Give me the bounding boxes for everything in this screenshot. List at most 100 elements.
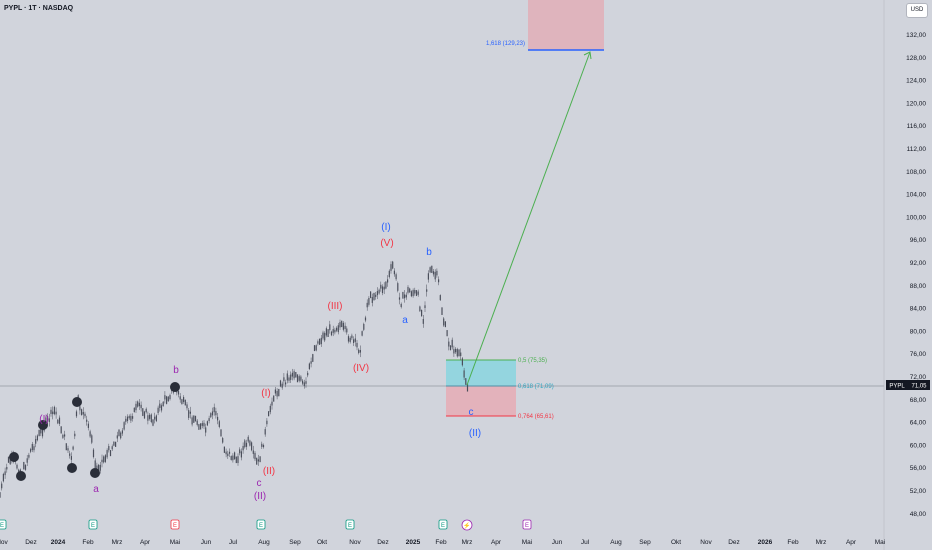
candle-body [211, 411, 214, 416]
candle-body [126, 416, 129, 422]
time-tick: Mrz [462, 539, 473, 546]
candle-body [128, 416, 130, 419]
price-tick: 124,00 [906, 78, 926, 85]
candle-body [206, 421, 208, 426]
candle-body [87, 423, 89, 428]
candle-body [60, 426, 62, 434]
candle-body [6, 466, 8, 470]
earnings-marker[interactable] [170, 519, 180, 530]
candle-body [225, 451, 227, 455]
time-tick: Dez [377, 539, 389, 546]
candle-body [417, 291, 419, 295]
price-tick: 116,00 [907, 123, 927, 130]
time-axis[interactable]: Nov Dez 2024 Feb Mrz Apr Mai Jun Jul Aug Sep Okt Nov… [0, 539, 885, 546]
event-markers[interactable]: E E E E E E E ⚡ [0, 519, 532, 531]
price-tag-value-bg [908, 380, 930, 390]
candle-body [434, 271, 436, 280]
time-tick: Aug [258, 539, 270, 546]
candle-body [125, 418, 127, 422]
candle-body [368, 297, 370, 305]
time-tick: Nov [349, 539, 361, 546]
fib-zone-teal [446, 360, 516, 386]
candle-body [261, 443, 263, 447]
time-tick: Jul [229, 539, 238, 546]
price-tick: 48,00 [910, 511, 927, 518]
candle-body [320, 337, 322, 345]
candle-body [239, 449, 241, 454]
candle-body [138, 402, 140, 407]
time-tick: Nov [0, 539, 9, 546]
candle-body [57, 419, 59, 424]
candle-body [98, 464, 100, 473]
candle-body [443, 318, 445, 326]
candle-body [295, 371, 297, 378]
candle-body [317, 341, 319, 344]
fib-label-0618: 0,618 (71,09) [518, 384, 554, 390]
currency-button[interactable]: USD [906, 3, 928, 18]
candle-body [376, 291, 378, 296]
earnings-marker[interactable] [256, 519, 266, 530]
time-tick: Feb [435, 539, 447, 546]
candle-body [33, 446, 35, 451]
candle-body [65, 443, 67, 451]
time-tick: Feb [787, 539, 799, 546]
candle-body [412, 290, 414, 297]
candle-body [405, 294, 407, 298]
candle-body [183, 397, 185, 402]
price-tick: 72,00 [910, 374, 927, 381]
candle-body [96, 465, 98, 471]
candle-body [419, 306, 421, 312]
candle-body [81, 409, 83, 416]
candle-body [109, 450, 112, 457]
candle-body [218, 421, 220, 427]
wave-label-I-purple: (I) [39, 414, 48, 425]
candle-body [254, 452, 256, 460]
candle-body [2, 473, 4, 482]
wave-label-b-blue: b [426, 247, 432, 258]
price-tick: 68,00 [910, 397, 927, 404]
earnings-marker[interactable] [345, 519, 355, 530]
candle-body [143, 411, 146, 419]
candle-body [274, 389, 276, 394]
pivot-marker [90, 468, 100, 478]
candle-body [167, 396, 169, 402]
candle-body [256, 457, 258, 465]
dividend-marker[interactable] [461, 519, 473, 531]
candle-body [147, 415, 149, 421]
candle-body [291, 372, 293, 377]
candle-body [232, 455, 234, 461]
candle-body [223, 446, 225, 453]
candle-body [400, 303, 402, 308]
price-tick: 64,00 [910, 420, 927, 427]
candle-body [157, 407, 159, 414]
candle-body [465, 378, 467, 385]
candle-body [431, 265, 433, 273]
candle-body [70, 456, 72, 460]
candle-body [402, 291, 404, 299]
candle-body [259, 456, 261, 463]
earnings-marker[interactable] [88, 519, 98, 530]
candle-body [99, 464, 101, 471]
candle-body [196, 420, 198, 425]
pivot-markers [9, 382, 180, 481]
candle-body [58, 417, 61, 424]
earnings-marker[interactable] [438, 519, 448, 530]
earnings-marker[interactable] [0, 519, 7, 530]
candle-body [133, 407, 135, 413]
candle-body [385, 281, 387, 289]
candle-body [329, 324, 331, 331]
candle-body [446, 330, 448, 337]
candle-body [303, 382, 305, 387]
candle-body [249, 440, 251, 446]
earnings-marker[interactable] [522, 519, 532, 530]
candle-body [424, 305, 426, 309]
candle-body [251, 442, 253, 451]
candle-body [154, 416, 156, 420]
time-tick: Aug [610, 539, 622, 546]
candle-body [342, 322, 344, 330]
price-axis[interactable]: 132,00 128,00 124,00 120,00 116,00 112,00 108,… [906, 32, 926, 518]
candle-body [234, 452, 236, 460]
wave-label-b-purple: b [173, 365, 179, 376]
candle-body [91, 435, 93, 443]
